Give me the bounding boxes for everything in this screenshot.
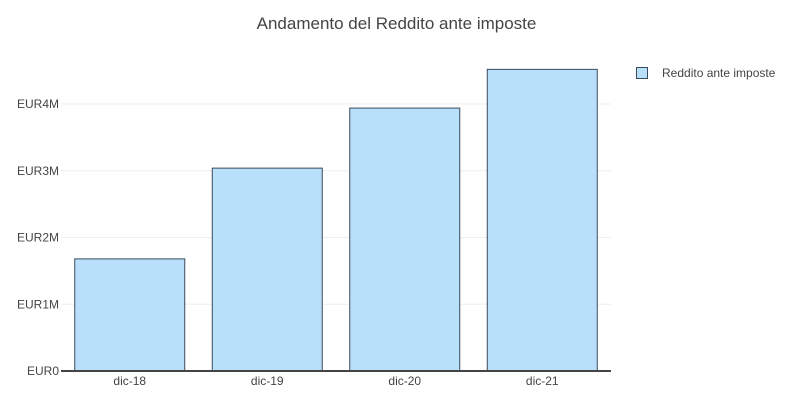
x-tick-label: dic-18 bbox=[113, 374, 146, 388]
legend[interactable]: Reddito ante imposte bbox=[636, 66, 775, 80]
y-tick-label: EUR0 bbox=[27, 364, 59, 378]
y-tick-label: EUR3M bbox=[17, 164, 59, 178]
y-tick-label: EUR4M bbox=[17, 97, 59, 111]
chart-title: Andamento del Reddito ante imposte bbox=[256, 14, 537, 33]
bar bbox=[486, 68, 598, 372]
x-tick-label: dic-20 bbox=[388, 374, 421, 388]
bar bbox=[74, 258, 186, 372]
bar bbox=[349, 107, 461, 372]
x-tick-label: dic-21 bbox=[526, 374, 559, 388]
y-tick-label: EUR1M bbox=[17, 297, 59, 311]
legend-label: Reddito ante imposte bbox=[662, 66, 776, 80]
y-tick-label: EUR2M bbox=[17, 231, 59, 245]
bar bbox=[211, 167, 323, 372]
legend-swatch bbox=[636, 67, 648, 79]
x-tick-label: dic-19 bbox=[251, 374, 284, 388]
